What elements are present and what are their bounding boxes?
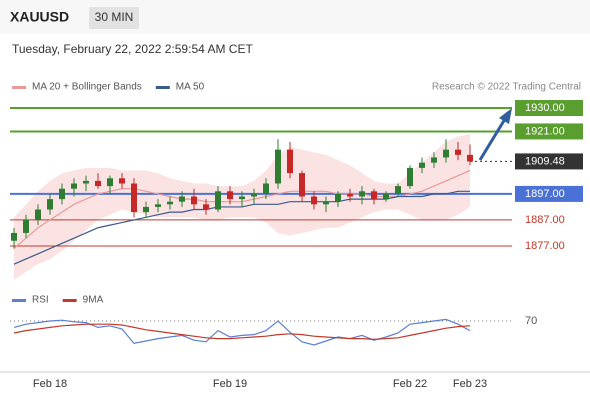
price-level-box xyxy=(515,185,583,202)
price-level-box xyxy=(515,100,583,117)
legend-label: MA 20 + Bollinger Bands xyxy=(32,82,142,93)
candle-body xyxy=(143,206,149,213)
candle-body xyxy=(179,196,185,202)
legend-label: RSI xyxy=(32,295,49,306)
legend-label: 9MA xyxy=(83,295,104,306)
legend-swatch xyxy=(12,86,26,89)
legend-swatch xyxy=(62,299,77,302)
price-level-label: 1909.48 xyxy=(525,155,565,167)
candle-body xyxy=(119,178,125,184)
candle-body xyxy=(359,191,365,197)
candle-body xyxy=(383,193,389,200)
rsi-line xyxy=(13,318,471,346)
price-level-label: 1887.00 xyxy=(525,214,565,226)
legend-swatch xyxy=(155,86,170,89)
candle-body xyxy=(287,149,293,174)
arrow-shaft xyxy=(478,118,507,161)
candle-body xyxy=(407,167,413,187)
x-tick-label: Feb 18 xyxy=(33,378,67,390)
candle-body xyxy=(47,199,53,210)
candle-body xyxy=(23,219,29,233)
candle-body xyxy=(347,193,353,197)
candle-body xyxy=(275,149,281,184)
candle-body xyxy=(71,183,77,189)
arrow-head xyxy=(499,108,512,124)
candle-body xyxy=(191,196,197,205)
candle-body xyxy=(431,157,437,163)
candle-body xyxy=(251,193,257,197)
credit: Research © 2022 Trading Central xyxy=(432,82,581,93)
candle-body xyxy=(419,162,425,168)
candle-body xyxy=(467,154,473,162)
candle-body xyxy=(35,209,41,220)
price-level-label: 1921.00 xyxy=(525,125,565,137)
x-tick-label: Feb 22 xyxy=(393,378,427,390)
timestamp: Tuesday, February 22, 2022 2:59:54 AM CE… xyxy=(12,42,253,56)
legend-swatch xyxy=(12,299,26,302)
candle-body xyxy=(323,201,329,205)
candle-body xyxy=(83,180,89,184)
interval-badge[interactable] xyxy=(89,7,139,29)
header-bar xyxy=(0,0,590,34)
candle-body xyxy=(227,191,233,200)
x-tick-label: Feb 19 xyxy=(213,378,247,390)
candle-body xyxy=(395,186,401,194)
candle-body xyxy=(299,173,305,197)
candle-body xyxy=(107,178,113,187)
legend-label: MA 50 xyxy=(176,82,205,93)
candle-body xyxy=(167,201,173,205)
forecast-arrow xyxy=(478,108,512,161)
interval[interactable]: 30 MIN xyxy=(95,10,134,24)
price-level-label: 1897.00 xyxy=(525,188,565,200)
price-level-box xyxy=(515,123,583,140)
candle-body xyxy=(455,149,461,155)
symbol: XAUUSD xyxy=(10,9,69,25)
candle-body xyxy=(59,188,65,200)
candle-body xyxy=(95,180,101,187)
candle-body xyxy=(11,232,17,241)
candle-body xyxy=(335,193,341,202)
candle-body xyxy=(131,183,137,213)
rsi-line xyxy=(13,323,471,341)
candle-body xyxy=(443,149,449,158)
candle-body xyxy=(215,191,221,210)
candle-body xyxy=(263,183,269,194)
y-tick-label: 70 xyxy=(525,315,537,327)
candle-body xyxy=(239,196,245,200)
candle-body xyxy=(311,196,317,205)
x-tick-label: Feb 23 xyxy=(453,378,487,390)
price-level-label: 1930.00 xyxy=(525,102,565,114)
candle-body xyxy=(155,204,161,207)
candle-body xyxy=(371,191,377,200)
price-level-box xyxy=(515,153,583,170)
candle-body xyxy=(203,204,209,210)
price-level-label: 1877.00 xyxy=(525,240,565,252)
